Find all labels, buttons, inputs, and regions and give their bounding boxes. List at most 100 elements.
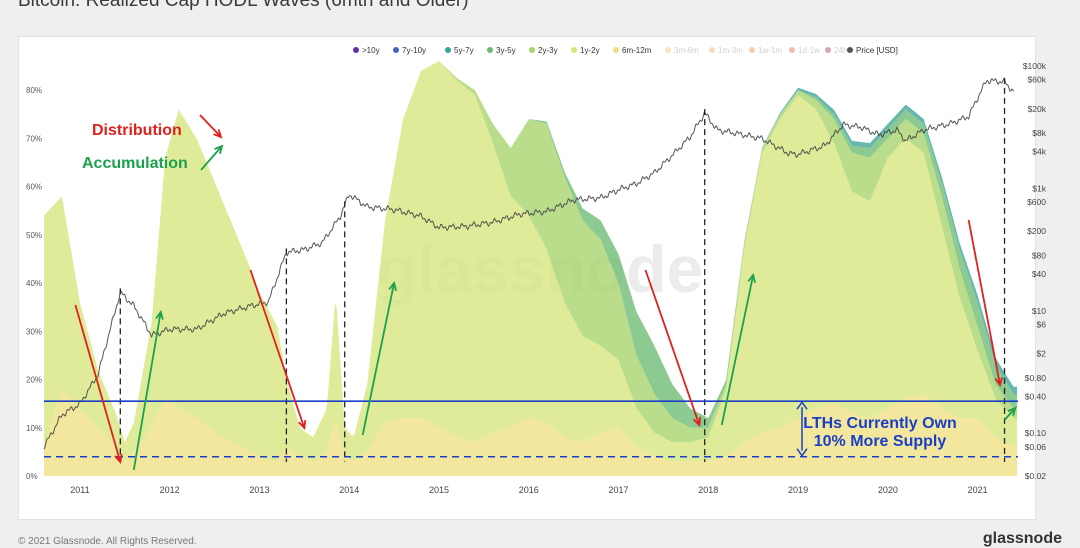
area-6m-12m: [44, 389, 1018, 476]
price-line-group: [43, 77, 1014, 450]
area-2y-3y: [44, 61, 1018, 443]
legend[interactable]: >10y 7y-10y 5y-7y 3y-5y 2y-3y 1y-2y 6m-12m 3m-6…: [353, 46, 898, 55]
y-right-tick-label: $10: [1032, 306, 1046, 316]
legend-item-label: 1m-3m: [718, 46, 743, 55]
legend-item-label: 2y-3y: [538, 46, 558, 55]
y-left-tick-label: 50%: [26, 231, 42, 240]
axes: 2011 2012 2013 2014 2015 2016 2017 2018 2019 2020…: [26, 61, 1047, 495]
x-tick-label: 2020: [878, 485, 898, 495]
accumulation-arrow: [720, 274, 755, 426]
annotations: Distribution Accumulation LTHs Currently O…: [82, 122, 957, 450]
accumulation-arrow: [361, 282, 395, 436]
distribution-arrow-head: [114, 453, 123, 464]
area-1y-2y: [44, 61, 1018, 462]
x-tick-label: 2013: [249, 485, 269, 495]
legend-item-label: Price [USD]: [856, 46, 898, 55]
legend-swatch: [487, 47, 493, 53]
y-right-tick-label: $1k: [1032, 183, 1046, 193]
distribution-arrow-head: [693, 416, 702, 427]
y-right-tick-label: $0.10: [1025, 428, 1047, 438]
legend-swatch: [825, 47, 831, 53]
y-right-tick-label: $200: [1027, 226, 1046, 236]
legend-swatch: [789, 47, 795, 53]
copyright-text: © 2021 Glassnode. All Rights Reserved.: [18, 536, 197, 547]
x-tick-label: 2011: [70, 485, 89, 495]
legend-swatch: [613, 47, 619, 53]
y-right-tick-label: $4k: [1032, 147, 1046, 157]
x-tick-label: 2014: [339, 485, 359, 495]
legend-swatch: [445, 47, 451, 53]
annotation-distribution: Distribution: [92, 122, 182, 139]
x-tick-label: 2016: [519, 485, 539, 495]
y-right-tick-label: $6: [1037, 319, 1047, 329]
legend-swatch: [847, 47, 853, 53]
distribution-legend-arrow-head: [213, 129, 223, 139]
y-left-tick-label: 60%: [26, 183, 42, 192]
legend-item-label: 3y-5y: [496, 46, 516, 55]
distribution-legend-arrow: [199, 114, 222, 138]
legend-item-label: 5y-7y: [454, 46, 474, 55]
legend-swatch: [529, 47, 535, 53]
bracket-arrow-up: [796, 400, 808, 410]
legend-item-label: 6m-12m: [622, 46, 652, 55]
x-tick-label: 2019: [788, 485, 808, 495]
legend-swatch: [709, 47, 715, 53]
y-left-tick-label: 70%: [26, 134, 42, 143]
legend-item-label: 3m-6m: [674, 46, 699, 55]
accumulation-arrow-head: [747, 272, 756, 283]
reference-lines: [44, 400, 1018, 458]
x-tick-label: 2021: [968, 485, 988, 495]
y-left-tick-label: 80%: [26, 86, 42, 95]
y-left-tick-label: 10%: [26, 424, 42, 433]
legend-swatch: [393, 47, 399, 53]
distribution-arrow: [967, 219, 1001, 386]
legend-item-label: 24h: [834, 46, 847, 55]
legend-swatch: [665, 47, 671, 53]
accumulation-arrow: [132, 311, 162, 471]
brand-logo-text: glassnode: [982, 530, 1062, 547]
accumulation-legend-arrow: [200, 145, 223, 171]
y-right-tick-label: $0.40: [1025, 391, 1047, 401]
y-left-tick-label: 0%: [26, 472, 38, 481]
price-line: [43, 77, 1014, 450]
legend-item-label: 7y-10y: [402, 46, 426, 55]
y-right-tick-label: $0.80: [1025, 373, 1047, 383]
page-title: Bitcoin: Realized Cap HODL Waves (6mth a…: [18, 0, 469, 11]
annotation-accumulation: Accumulation: [82, 155, 188, 172]
y-right-tick-label: $2: [1037, 349, 1047, 359]
y-left-tick-label: 40%: [26, 279, 42, 288]
y-right-tick-label: $60k: [1028, 75, 1047, 85]
accumulation-arrow-head: [1007, 406, 1017, 416]
cycle-markers: [119, 77, 1006, 462]
distribution-arrow-head: [298, 419, 307, 430]
y-right-tick-label: $80: [1032, 251, 1046, 261]
trend-arrows: [74, 114, 1017, 471]
legend-item-label: 1y-2y: [580, 46, 600, 55]
accumulation-arrow-head: [155, 309, 164, 320]
y-right-tick-label: $40: [1032, 269, 1046, 279]
accumulation-legend-arrow-head: [214, 144, 224, 154]
y-right-tick-label: $600: [1027, 197, 1046, 207]
legend-swatch: [749, 47, 755, 53]
legend-swatch: [571, 47, 577, 53]
distribution-arrow: [74, 304, 122, 463]
y-left-tick-label: 20%: [26, 376, 42, 385]
annotation-lth-line2: 10% More Supply: [814, 433, 947, 450]
y-right-tick-label: $20k: [1028, 104, 1047, 114]
y-right-tick-label: $8k: [1032, 128, 1046, 138]
distribution-arrow: [249, 269, 306, 429]
legend-item-label: 1d-1w: [798, 46, 820, 55]
y-left-tick-label: 30%: [26, 327, 42, 336]
y-right-tick-label: $0.06: [1025, 442, 1047, 452]
legend-item-label: 1w-1m: [758, 46, 782, 55]
y-right-tick-label: $100k: [1023, 61, 1047, 71]
y-right-tick-label: $0.02: [1025, 471, 1047, 481]
bracket-arrow-down: [796, 448, 808, 457]
x-tick-label: 2018: [698, 485, 718, 495]
accumulation-arrow: [1003, 407, 1016, 421]
x-tick-label: 2017: [609, 485, 629, 495]
distribution-arrow: [644, 269, 701, 426]
distribution-arrow-head: [994, 377, 1003, 388]
legend-item-label: >10y: [362, 46, 380, 55]
